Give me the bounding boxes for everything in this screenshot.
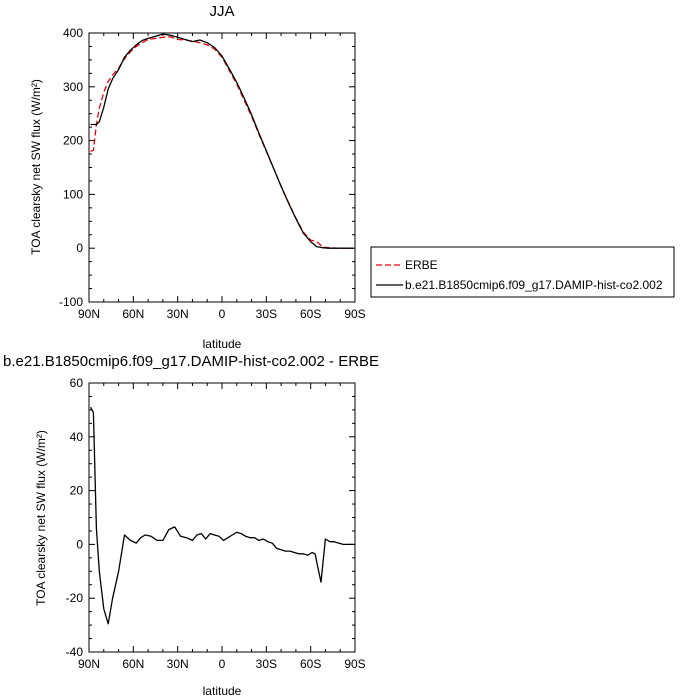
bottom-chart-title: b.e21.B1850cmip6.f09_g17.DAMIP-hist-co2.… — [3, 353, 379, 370]
bottom-y-tick-label: 0 — [76, 537, 83, 551]
top-x-tick-label: 90S — [344, 307, 365, 321]
top-y-tick-label: 300 — [63, 80, 83, 94]
bottom-x-axis-label: latitude — [203, 684, 242, 698]
top-x-tick-label: 60S — [300, 307, 321, 321]
top-y-tick-label: -100 — [59, 295, 83, 309]
legend-box — [370, 246, 675, 298]
bottom-x-tick-label: 90N — [78, 657, 100, 671]
top-y-tick-label: 0 — [76, 241, 83, 255]
bottom-x-tick-label: 30S — [256, 657, 277, 671]
bottom-y-tick-label: -20 — [66, 591, 84, 605]
bottom-y-axis-label: TOA clearsky net SW flux (W/m²) — [34, 430, 48, 606]
top-x-tick-label: 0 — [219, 307, 226, 321]
bottom-y-tick-label: -40 — [66, 645, 84, 659]
bottom-plot-area: 90N 60N 30N 0 30S 60S 90S 60 40 20 0 -20 -40 — [66, 376, 366, 671]
bottom-y-tick-label: 60 — [70, 376, 84, 390]
top-x-axis-label: latitude — [203, 337, 242, 351]
top-plot-frame — [88, 32, 356, 303]
bottom-panel: b.e21.B1850cmip6.f09_g17.DAMIP-hist-co2.… — [3, 353, 379, 698]
bottom-y-tick-label: 20 — [70, 484, 84, 498]
top-y-axis-label: TOA clearsky net SW flux (W/m²) — [29, 79, 43, 255]
bottom-y-axis-label-group: TOA clearsky net SW flux (W/m²) — [34, 430, 48, 606]
top-y-tick-label: 100 — [63, 187, 83, 201]
bottom-x-tick-label: 60N — [122, 657, 144, 671]
top-y-tick-label: 400 — [63, 26, 83, 40]
bottom-y-tick-label: 40 — [70, 430, 84, 444]
bottom-x-tick-label: 0 — [219, 657, 226, 671]
top-x-tick-label: 30N — [167, 307, 189, 321]
top-chart-title: JJA — [209, 3, 234, 20]
top-x-tick-label: 30S — [256, 307, 277, 321]
top-y-axis-label-group: TOA clearsky net SW flux (W/m²) — [29, 79, 43, 255]
bottom-x-tick-label: 30N — [167, 657, 189, 671]
top-x-tick-label: 90N — [78, 307, 100, 321]
bottom-x-tick-label: 60S — [300, 657, 321, 671]
legend-label-erbe: ERBE — [405, 258, 438, 272]
legend-label-model: b.e21.B1850cmip6.f09_g17.DAMIP-hist-co2.… — [405, 278, 663, 292]
top-x-tick-label: 60N — [122, 307, 144, 321]
bottom-series-line-difference — [89, 406, 354, 625]
top-series-line-erbe — [90, 36, 354, 249]
bottom-plot-frame — [88, 382, 356, 653]
top-plot-area: 90N 60N 30N 0 30S 60S 90S 400 300 200 100 0 -100 — [59, 26, 366, 321]
top-panel: JJA 90N 60N 30N 0 30S 60S 90S 400 300 200 100 0 -100… — [29, 3, 366, 351]
top-y-tick-label: 200 — [63, 134, 83, 148]
top-series-line-model — [90, 33, 354, 249]
legend: ERBE b.e21.B1850cmip6.f09_g17.DAMIP-hist… — [370, 246, 675, 298]
bottom-x-tick-label: 90S — [344, 657, 365, 671]
